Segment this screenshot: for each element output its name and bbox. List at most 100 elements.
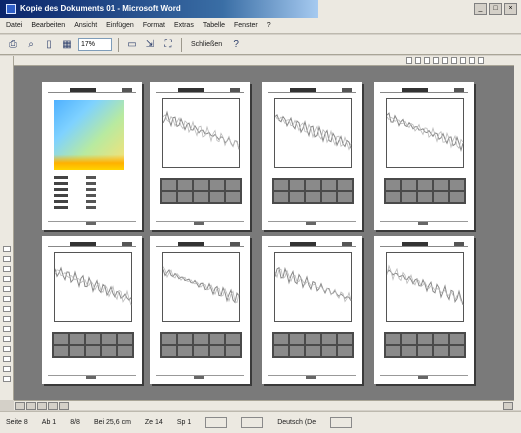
ruler-mark (478, 57, 484, 64)
plot-line (275, 115, 352, 151)
vertical-scrollbar[interactable] (514, 56, 521, 410)
table-cell (102, 346, 116, 356)
table-cell (226, 180, 240, 190)
horizontal-scrollbar[interactable] (14, 400, 514, 410)
menu-datei[interactable]: Datei (6, 22, 23, 29)
footer-text (86, 376, 96, 379)
view-button[interactable] (48, 402, 58, 410)
header-text (402, 88, 428, 92)
data-table (160, 178, 242, 204)
table-cell (322, 192, 336, 202)
header-text (342, 88, 352, 92)
legend-key (54, 194, 68, 197)
ruler-mark (415, 57, 421, 64)
menu-ansicht[interactable]: Ansicht (74, 22, 98, 29)
plot-line (163, 266, 240, 304)
one-page-icon[interactable]: ▯ (46, 39, 52, 50)
magnifier-icon[interactable]: ⌕ (28, 39, 34, 50)
legend-value (86, 200, 96, 203)
table-cell (194, 192, 208, 202)
page-footer (268, 375, 356, 379)
ruler-mark (3, 266, 11, 272)
vertical-ruler[interactable] (0, 56, 14, 400)
preview-workspace[interactable] (14, 66, 514, 400)
view-button[interactable] (59, 402, 69, 410)
legend-value (86, 194, 96, 197)
footer-rule (48, 375, 136, 376)
page-thumbnail[interactable] (262, 236, 362, 384)
full-screen-icon[interactable]: ⛶ (164, 39, 172, 50)
view-button[interactable] (26, 402, 36, 410)
view-button[interactable] (37, 402, 47, 410)
menu-help[interactable]: ? (266, 22, 271, 29)
legend-value (86, 176, 96, 179)
word-app-icon[interactable] (6, 4, 16, 14)
table-cell (118, 346, 132, 356)
page-thumbnail[interactable] (374, 236, 474, 384)
page-thumbnail[interactable] (150, 82, 250, 230)
plot-svg (275, 114, 352, 151)
ruler-icon[interactable]: ▭ (127, 39, 137, 50)
legend-block (54, 176, 124, 216)
plot-line (387, 264, 464, 303)
table-cell (450, 334, 464, 344)
menu-tabelle[interactable]: Tabelle (202, 22, 226, 29)
footer-text (418, 222, 428, 225)
legend-key (54, 182, 68, 185)
table-cell (226, 334, 240, 344)
ruler-mark (3, 326, 11, 332)
help-icon[interactable]: ? (233, 39, 239, 50)
status-indicator[interactable] (241, 417, 264, 428)
page-thumbnail[interactable] (42, 82, 142, 230)
table-cell (450, 346, 464, 356)
table-cell (70, 346, 84, 356)
header-text (454, 88, 464, 92)
menu-einfuegen[interactable]: Einfügen (106, 22, 134, 29)
page-thumbnail[interactable] (42, 236, 142, 384)
spellcheck-icon[interactable] (330, 417, 353, 428)
scroll-right-button[interactable] (503, 402, 513, 410)
legend-value (86, 188, 96, 191)
shrink-to-fit-icon[interactable]: ⇲ (145, 39, 155, 50)
page-header (380, 87, 468, 93)
line-plot (386, 98, 464, 168)
horizontal-ruler[interactable] (14, 56, 514, 66)
ruler-mark (433, 57, 439, 64)
legend-row (54, 200, 124, 205)
window-title: Kopie des Dokuments 01 - Microsoft Word (20, 4, 181, 13)
plot-line (163, 114, 240, 149)
ruler-mark (3, 306, 11, 312)
zoom-select[interactable]: 17% (78, 38, 112, 51)
minimize-button[interactable]: _ (474, 3, 487, 15)
ruler-mark (3, 366, 11, 372)
page-thumbnail[interactable] (262, 82, 362, 230)
ruler-mark (3, 376, 11, 382)
table-cell (178, 180, 192, 190)
page-header (268, 241, 356, 247)
footer-rule (268, 375, 356, 376)
line-plot (162, 98, 240, 168)
table-cell (434, 346, 448, 356)
close-window-button[interactable]: × (504, 3, 517, 15)
plot-line (275, 114, 352, 149)
menu-extras[interactable]: Extras (173, 22, 194, 29)
table-cell (338, 334, 352, 344)
table-cell (178, 192, 192, 202)
close-preview-button[interactable]: Schließen (191, 41, 223, 48)
menu-fenster[interactable]: Fenster (234, 22, 258, 29)
scroll-left-button[interactable] (15, 402, 25, 410)
maximize-button[interactable]: □ (489, 3, 502, 15)
ruler-mark (406, 57, 412, 64)
status-indicator[interactable] (205, 417, 228, 428)
page-thumbnail[interactable] (150, 236, 250, 384)
menu-format[interactable]: Format (142, 22, 165, 29)
table-cell (338, 192, 352, 202)
menu-bearbeiten[interactable]: Bearbeiten (31, 22, 66, 29)
multiple-pages-icon[interactable]: ▦ (62, 39, 72, 50)
table-cell (418, 192, 432, 202)
table-cell (322, 346, 336, 356)
page-thumbnail[interactable] (374, 82, 474, 230)
page-header (48, 241, 136, 247)
printer-icon[interactable]: ⎙ (9, 39, 17, 50)
header-text (122, 88, 132, 92)
